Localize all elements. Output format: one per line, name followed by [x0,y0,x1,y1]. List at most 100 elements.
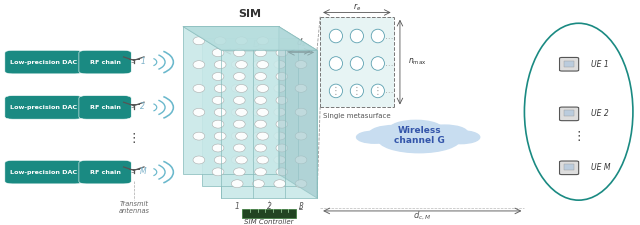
Text: 1: 1 [140,56,145,65]
FancyBboxPatch shape [79,50,131,74]
Text: $d_s$: $d_s$ [296,36,306,49]
Circle shape [422,125,468,141]
Text: Low-precision DAC: Low-precision DAC [10,105,77,110]
FancyBboxPatch shape [564,164,574,170]
Ellipse shape [276,168,288,176]
Polygon shape [183,27,317,50]
Polygon shape [183,27,278,174]
Text: ⋮: ⋮ [127,132,140,145]
Text: RF chain: RF chain [90,170,120,175]
Ellipse shape [255,120,266,128]
Text: …: … [385,86,394,95]
Text: 3: 3 [299,202,303,211]
Ellipse shape [350,57,364,70]
Ellipse shape [236,156,247,164]
Ellipse shape [231,84,243,92]
Ellipse shape [371,29,385,43]
Ellipse shape [295,61,307,68]
Ellipse shape [255,168,266,176]
Text: Single metasurface: Single metasurface [323,113,390,119]
Ellipse shape [330,57,342,70]
Ellipse shape [234,96,245,104]
FancyBboxPatch shape [5,96,83,119]
Text: ⋮: ⋮ [572,130,585,143]
Ellipse shape [234,72,245,81]
Ellipse shape [274,156,285,164]
Text: $n_{\mathrm{max}}$: $n_{\mathrm{max}}$ [408,57,426,67]
Text: …: … [385,32,394,40]
Ellipse shape [212,49,224,57]
Ellipse shape [214,132,226,140]
Text: UE 2: UE 2 [591,109,609,118]
FancyBboxPatch shape [79,96,131,119]
Ellipse shape [236,85,247,92]
Text: $r_e$: $r_e$ [353,1,361,13]
FancyBboxPatch shape [79,160,131,184]
Ellipse shape [236,108,247,116]
Text: ⋮: ⋮ [331,86,340,96]
Ellipse shape [234,49,245,57]
Ellipse shape [253,61,264,68]
Circle shape [389,120,443,138]
Ellipse shape [255,49,266,57]
Polygon shape [183,27,317,50]
Ellipse shape [236,61,247,69]
Ellipse shape [212,120,224,128]
Ellipse shape [253,156,264,164]
Ellipse shape [253,132,264,140]
Polygon shape [221,50,317,198]
Text: Low-precision DAC: Low-precision DAC [10,60,77,65]
Ellipse shape [330,29,342,43]
Text: UE 1: UE 1 [591,60,609,69]
Ellipse shape [234,144,245,152]
Ellipse shape [371,57,385,70]
FancyBboxPatch shape [559,161,579,175]
Ellipse shape [295,132,307,140]
Text: 2: 2 [267,202,271,211]
Ellipse shape [295,108,307,116]
Text: $L$: $L$ [298,201,304,212]
FancyBboxPatch shape [564,61,574,67]
Ellipse shape [255,144,266,152]
FancyBboxPatch shape [5,50,83,74]
Ellipse shape [193,85,205,92]
Ellipse shape [257,61,269,69]
Text: SIM Controller: SIM Controller [244,219,294,225]
Circle shape [442,131,480,144]
Ellipse shape [276,49,288,57]
FancyBboxPatch shape [559,107,579,121]
FancyBboxPatch shape [564,110,574,116]
Ellipse shape [214,156,226,164]
Circle shape [378,125,461,153]
Ellipse shape [350,84,364,98]
Ellipse shape [276,144,288,152]
Ellipse shape [231,180,243,188]
Ellipse shape [274,132,285,140]
Ellipse shape [234,168,245,176]
Text: 1: 1 [235,202,239,211]
Ellipse shape [214,61,226,69]
Ellipse shape [214,85,226,92]
Polygon shape [320,17,394,107]
Ellipse shape [193,156,205,164]
Ellipse shape [330,84,342,98]
Text: RF chain: RF chain [90,105,120,110]
Ellipse shape [253,108,264,116]
Ellipse shape [371,84,385,98]
Ellipse shape [253,180,264,188]
Text: …: … [385,59,394,68]
Text: ⋮: ⋮ [373,86,383,96]
Text: Low-precision DAC: Low-precision DAC [10,170,77,175]
Ellipse shape [274,180,285,188]
Ellipse shape [274,84,285,92]
Text: ⋮: ⋮ [352,86,362,96]
Ellipse shape [295,156,307,164]
FancyBboxPatch shape [5,160,83,184]
Ellipse shape [193,132,205,140]
Polygon shape [278,27,317,198]
Ellipse shape [214,108,226,116]
Ellipse shape [231,156,243,164]
Text: Transmit
antennas: Transmit antennas [118,201,149,214]
Ellipse shape [295,180,307,188]
Ellipse shape [231,108,243,116]
